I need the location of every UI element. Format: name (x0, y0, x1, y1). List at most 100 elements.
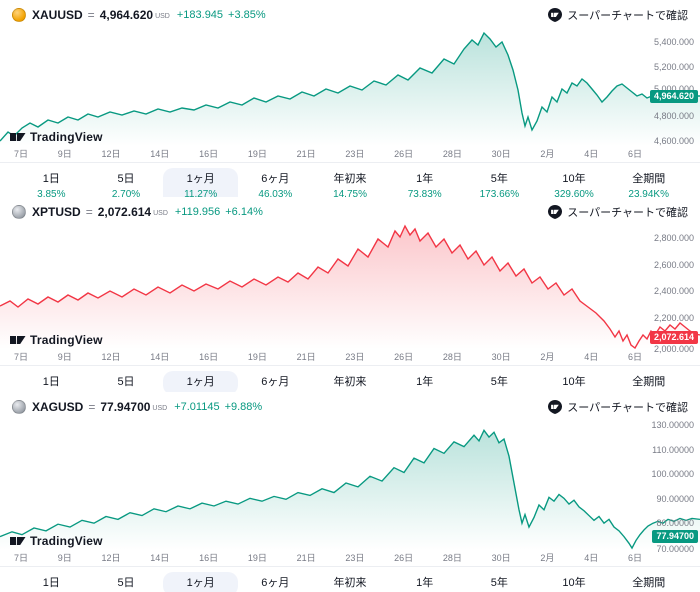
superchart-link[interactable]: スーパーチャートで確認 (548, 7, 688, 23)
tradingview-logo-icon (10, 336, 26, 344)
x-axis-label: 7日 (14, 352, 29, 362)
range-label: 1ヶ月 (186, 376, 215, 388)
range-label: 年初来 (333, 577, 367, 589)
superchart-link[interactable]: スーパーチャートで確認 (548, 399, 688, 415)
price-change-pct: +3.85% (228, 9, 266, 21)
x-axis-label: 16日 (199, 149, 219, 159)
range-button-1m[interactable]: 1ヶ月 (163, 572, 239, 592)
range-selector: 1日 5日 1ヶ月 6ヶ月 年初来 1年 5年 10年 全期間 (0, 365, 700, 392)
price-badge: 77.94700 (652, 530, 698, 543)
range-label: 1ヶ月 (186, 173, 215, 185)
range-label: 5日 (117, 173, 135, 185)
equals-sign: = (85, 205, 93, 219)
y-axis-label: 110.00000 (652, 445, 694, 455)
x-axis-label: 7日 (14, 149, 29, 159)
range-button-5d[interactable]: 5日 2.70% (89, 168, 164, 197)
range-button-10y[interactable]: 10年 (537, 371, 612, 392)
price-badge: 2,072.614 (649, 331, 698, 344)
range-button-10y[interactable]: 10年 (537, 572, 612, 592)
range-button-1m[interactable]: 1ヶ月 (163, 371, 239, 392)
range-button-6m[interactable]: 6ヶ月 46.03% (238, 168, 313, 197)
x-axis-label: 26日 (394, 352, 414, 362)
mini-chart[interactable]: 130.00000 110.00000 100.00000 90.00000 8… (0, 416, 700, 554)
area-chart-xptusd (0, 224, 700, 349)
range-button-5d[interactable]: 5日 (89, 371, 164, 392)
tradingview-logo-icon (10, 537, 26, 545)
x-axis-label: 6日 (627, 149, 642, 159)
widget-header: XAGUSD = 77.94700 USD +7.01145 +9.88% スー… (0, 392, 700, 416)
range-percent: 329.60% (554, 189, 594, 197)
range-button-1m[interactable]: 1ヶ月 11.27% (163, 168, 239, 197)
range-button-6m[interactable]: 6ヶ月 (238, 371, 313, 392)
range-button-1y[interactable]: 1年 73.83% (387, 168, 462, 197)
range-label: 年初来 (333, 173, 367, 185)
range-label: 10年 (562, 577, 586, 589)
x-axis-label: 28日 (442, 553, 462, 563)
range-selector: 1日 5日 1ヶ月 6ヶ月 年初来 1年 5年 10年 全期間 (0, 566, 700, 592)
range-button-all[interactable]: 全期間 23.94K% (611, 168, 686, 197)
x-axis-label: 16日 (199, 352, 219, 362)
mini-chart[interactable]: 2,800.000 2,600.000 2,400.000 2,200.000 … (0, 221, 700, 354)
range-button-1d[interactable]: 1日 (14, 371, 89, 392)
chart-widget-xagusd: XAGUSD = 77.94700 USD +7.01145 +9.88% スー… (0, 392, 700, 592)
range-button-1y[interactable]: 1年 (387, 572, 462, 592)
range-percent: 73.83% (407, 189, 442, 197)
x-axis-label: 4日 (584, 553, 599, 563)
range-button-all[interactable]: 全期間 (611, 371, 686, 392)
mini-chart[interactable]: 5,400.000 5,200.000 5,000.000 4,800.000 … (0, 24, 700, 146)
range-button-5y[interactable]: 5年 173.66% (462, 168, 537, 197)
range-button-5d[interactable]: 5日 (89, 572, 164, 592)
x-axis-label: 6日 (627, 352, 642, 362)
range-label: 1年 (416, 376, 434, 388)
x-axis-label: 30日 (491, 553, 511, 563)
range-label: 1日 (42, 173, 60, 185)
range-button-1y[interactable]: 1年 (387, 371, 462, 392)
range-button-10y[interactable]: 10年 329.60% (537, 168, 612, 197)
x-axis-label: 30日 (491, 352, 511, 362)
range-button-all[interactable]: 全期間 (611, 572, 686, 592)
x-axis-label: 19日 (247, 149, 267, 159)
price-change-pct: +9.88% (224, 401, 263, 413)
range-label: 5年 (490, 173, 508, 185)
attribution-text: TradingView (30, 130, 103, 144)
tradingview-mark-icon (548, 205, 563, 219)
x-axis-label: 7日 (14, 553, 29, 563)
range-button-ytd[interactable]: 年初来 (313, 572, 388, 592)
x-axis-label: 14日 (150, 352, 170, 362)
symbol-name[interactable]: XPTUSD (32, 205, 81, 219)
y-axis-label: 100.00000 (651, 469, 694, 479)
platinum-coin-icon (12, 205, 26, 219)
superchart-link[interactable]: スーパーチャートで確認 (548, 204, 688, 220)
range-percent: 23.94K% (628, 189, 669, 197)
range-button-6m[interactable]: 6ヶ月 (238, 572, 313, 592)
y-axis-label: 2,800.000 (653, 233, 694, 243)
range-label: 年初来 (333, 376, 367, 388)
y-axis-label: 4,600.000 (653, 136, 694, 146)
range-button-5y[interactable]: 5年 (462, 572, 537, 592)
attribution[interactable]: TradingView (10, 333, 103, 347)
range-button-ytd[interactable]: 年初来 14.75% (313, 168, 388, 197)
y-axis-label: 2,400.000 (653, 286, 694, 296)
y-axis-label: 80.00000 (656, 518, 694, 528)
superchart-link-label: スーパーチャートで確認 (567, 10, 688, 22)
range-button-1d[interactable]: 1日 (14, 572, 89, 592)
range-percent: 2.70% (111, 189, 141, 197)
range-label: 1日 (42, 376, 60, 388)
symbol-name[interactable]: XAUUSD (32, 8, 83, 22)
attribution[interactable]: TradingView (10, 130, 103, 144)
tradingview-logo-icon (10, 133, 26, 141)
symbol-name[interactable]: XAGUSD (32, 400, 84, 414)
range-label: 6ヶ月 (261, 577, 290, 589)
range-button-5y[interactable]: 5年 (462, 371, 537, 392)
range-button-1d[interactable]: 1日 3.85% (14, 168, 89, 197)
x-axis-label: 26日 (394, 149, 414, 159)
x-axis-label: 6日 (627, 553, 642, 563)
attribution[interactable]: TradingView (10, 534, 103, 548)
y-axis-label: 5,200.000 (653, 62, 694, 72)
x-axis-label: 19日 (247, 553, 267, 563)
range-label: 6ヶ月 (261, 173, 290, 185)
x-axis-label: 14日 (150, 149, 170, 159)
x-axis-label: 2月 (540, 149, 555, 159)
range-label: 1年 (416, 577, 434, 589)
range-button-ytd[interactable]: 年初来 (313, 371, 388, 392)
